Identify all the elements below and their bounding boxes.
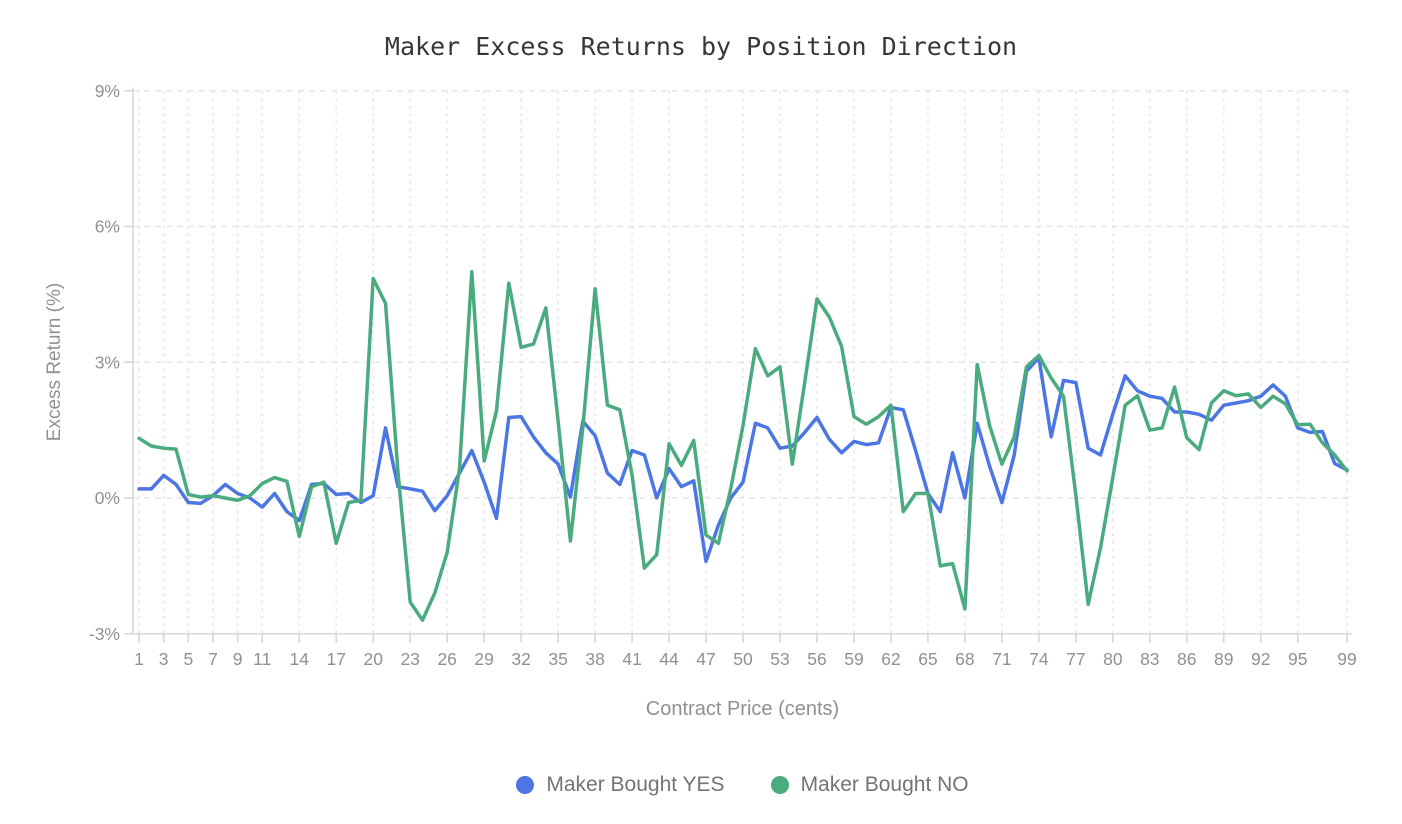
legend-label-yes: Maker Bought YES	[546, 773, 725, 796]
x-tick-label: 71	[992, 649, 1011, 669]
x-tick-label: 59	[844, 649, 863, 669]
x-tick-label: 77	[1066, 649, 1085, 669]
y-tick-label: -3%	[89, 624, 120, 644]
x-tick-label: 44	[659, 649, 679, 669]
plot-area: 9%6%3%0%-3%1 3 5 7 9 11 14 17 20 23 26 29 32 35 38 41 44…	[89, 81, 1357, 669]
legend-item-maker-bought-no[interactable]: Maker Bought NO	[770, 773, 969, 797]
legend-swatch-yes-icon	[516, 776, 535, 794]
x-tick-label: 89	[1214, 649, 1233, 669]
x-tick-label: 68	[955, 649, 974, 669]
x-tick-label: 26	[437, 649, 456, 669]
x-tick-label: 65	[918, 649, 937, 669]
x-tick-label: 7	[208, 649, 218, 669]
x-tick-label: 74	[1029, 649, 1049, 669]
x-tick-label: 92	[1251, 649, 1270, 669]
x-tick-label: 41	[622, 649, 641, 669]
x-tick-label: 1	[134, 649, 144, 669]
x-tick-label: 99	[1337, 649, 1356, 669]
x-tick-label: 83	[1140, 649, 1159, 669]
x-tick-label: 50	[733, 649, 753, 669]
x-tick-label: 47	[696, 649, 715, 669]
legend: Maker Bought YES Maker Bought NO	[133, 768, 1352, 802]
x-tick-label: 53	[770, 649, 789, 669]
legend-label-no: Maker Bought NO	[800, 773, 969, 796]
x-tick-label: 35	[548, 649, 567, 669]
series-line-maker-bought-no	[137, 270, 1349, 622]
x-tick-label: 29	[474, 649, 493, 669]
x-tick-label: 56	[807, 649, 826, 669]
y-tick-label: 9%	[95, 81, 120, 101]
x-tick-label: 11	[253, 649, 271, 669]
x-tick-label: 38	[585, 649, 604, 669]
x-tick-label: 9	[233, 649, 243, 669]
x-tick-label: 32	[511, 649, 530, 669]
series-line-maker-bought-yes	[137, 355, 1349, 564]
x-tick-label: 20	[363, 649, 383, 669]
x-tick-label: 62	[881, 649, 900, 669]
x-tick-label: 23	[400, 649, 419, 669]
x-tick-label: 5	[183, 649, 193, 669]
x-tick-label: 14	[290, 649, 310, 669]
x-tick-label: 95	[1288, 649, 1307, 669]
y-tick-label: 3%	[95, 352, 120, 372]
legend-swatch-no-icon	[770, 776, 789, 794]
x-tick-label: 80	[1103, 649, 1123, 669]
x-axis-title: Contract Price (cents)	[645, 698, 840, 720]
x-tick-label: 17	[326, 649, 345, 669]
y-axis-title: Excess Return (%)	[44, 282, 65, 442]
legend-item-maker-bought-yes[interactable]: Maker Bought YES	[516, 773, 725, 797]
y-tick-label: 6%	[95, 217, 120, 237]
x-tick-label: 86	[1177, 649, 1196, 669]
x-tick-label: 3	[159, 649, 169, 669]
chart-title: Maker Excess Returns by Position Directi…	[384, 32, 1018, 61]
y-tick-label: 0%	[95, 488, 120, 508]
